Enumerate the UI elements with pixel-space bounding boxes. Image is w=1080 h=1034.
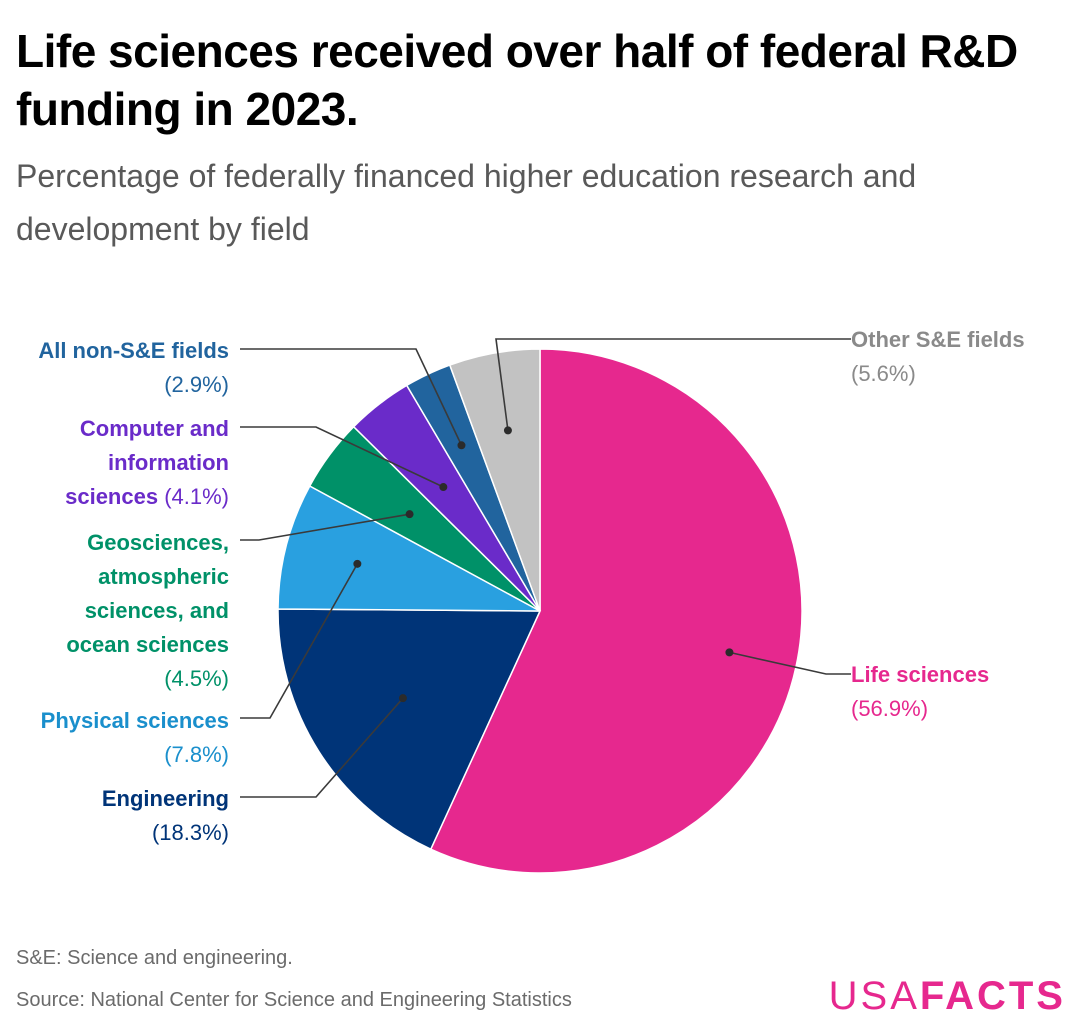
leader-dot-engineering <box>398 694 407 703</box>
slice-other-sande-fields <box>448 348 541 612</box>
leader-line-computer-and-information-sciences <box>240 426 444 488</box>
leader-dot-computer-and-information-sciences <box>439 483 448 492</box>
slice-labels: Life sciences (56.9%) Engineering (18.3%) Ph… <box>38 327 1024 845</box>
source-note: Source: National Center for Science and … <box>16 989 572 1011</box>
leader-dot-other-sande-fields <box>503 426 512 435</box>
slice-value-geosciences-atmospheric-sciences-and-ocean-sciences: (4.5%) <box>164 666 229 691</box>
slice-label-all-non-sande-fields: All non-S&E fields <box>38 338 229 363</box>
logo-part-usa: USA <box>828 974 920 1018</box>
leader-line-physical-sciences <box>240 563 359 719</box>
logo-part-facts: FACTS <box>919 974 1066 1018</box>
slice-value-other-sande-fields: (5.6%) <box>851 361 916 386</box>
slice-value-computer-and-information-sciences: (4.1%) <box>158 484 229 509</box>
footnote: S&E: Science and engineering. <box>16 947 293 969</box>
slice-value-life-sciences: (56.9%) <box>851 696 928 721</box>
leader-line-all-non-sande-fields <box>240 348 463 446</box>
slice-label-computer-and-information-sciences: Computer and information sciences (4.1%) <box>65 416 229 509</box>
slice-value-all-non-sande-fields: (2.9%) <box>164 372 229 397</box>
leader-dot-geosciences-atmospheric-sciences-and-ocean-sciences <box>405 510 414 519</box>
slice-physical-sciences <box>277 484 541 612</box>
slice-value-engineering: (18.3%) <box>152 820 229 845</box>
leader-line-life-sciences <box>729 651 851 675</box>
leader-dot-life-sciences <box>725 648 734 657</box>
slice-label-physical-sciences: Physical sciences <box>41 708 229 733</box>
leader-dot-all-non-sande-fields <box>457 441 466 450</box>
leader-line-other-sande-fields <box>495 338 851 431</box>
leader-lines <box>240 338 851 798</box>
usafacts-logo: USAFACTS <box>829 974 1066 1019</box>
slice-label-geosciences-atmospheric-sciences-and-ocean-sciences: Geosciences, atmospheric sciences, and ocea… <box>66 530 229 657</box>
slice-label-other-sande-fields: Other S&E fields <box>851 327 1025 352</box>
pie-slices <box>277 348 803 874</box>
chart-subtitle: Percentage of federally financed higher … <box>16 158 917 247</box>
leader-dot-physical-sciences <box>353 559 362 568</box>
slice-engineering <box>277 608 542 851</box>
slice-value-physical-sciences: (7.8%) <box>164 742 229 767</box>
slice-label-life-sciences: Life sciences <box>851 662 989 687</box>
chart-title: Life sciences received over half of fede… <box>16 25 1018 135</box>
pie-chart: Life sciences (56.9%) Engineering (18.3%) Ph… <box>38 327 1025 874</box>
slice-label-engineering: Engineering <box>102 786 229 811</box>
leader-line-engineering <box>240 697 404 798</box>
leader-line-geosciences-atmospheric-sciences-and-ocean-sciences <box>240 513 410 541</box>
